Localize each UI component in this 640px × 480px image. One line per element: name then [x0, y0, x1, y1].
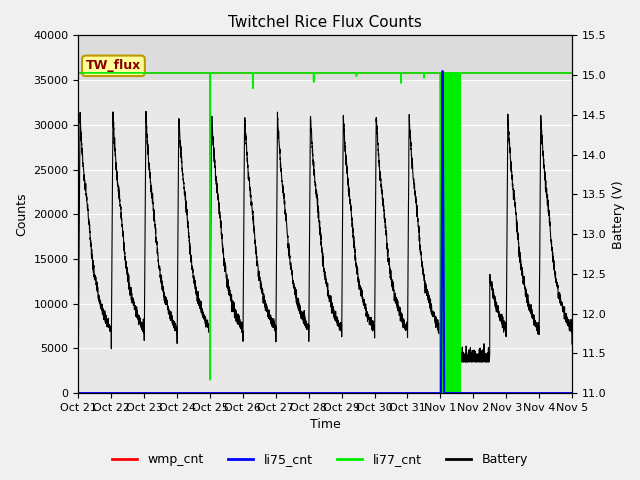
X-axis label: Time: Time: [310, 419, 340, 432]
Y-axis label: Battery (V): Battery (V): [612, 180, 625, 249]
Title: Twitchel Rice Flux Counts: Twitchel Rice Flux Counts: [228, 15, 422, 30]
Y-axis label: Counts: Counts: [15, 192, 28, 236]
Legend: wmp_cnt, li75_cnt, li77_cnt, Battery: wmp_cnt, li75_cnt, li77_cnt, Battery: [107, 448, 533, 471]
Bar: [79, 36, 572, 80]
Text: TW_flux: TW_flux: [86, 60, 141, 72]
